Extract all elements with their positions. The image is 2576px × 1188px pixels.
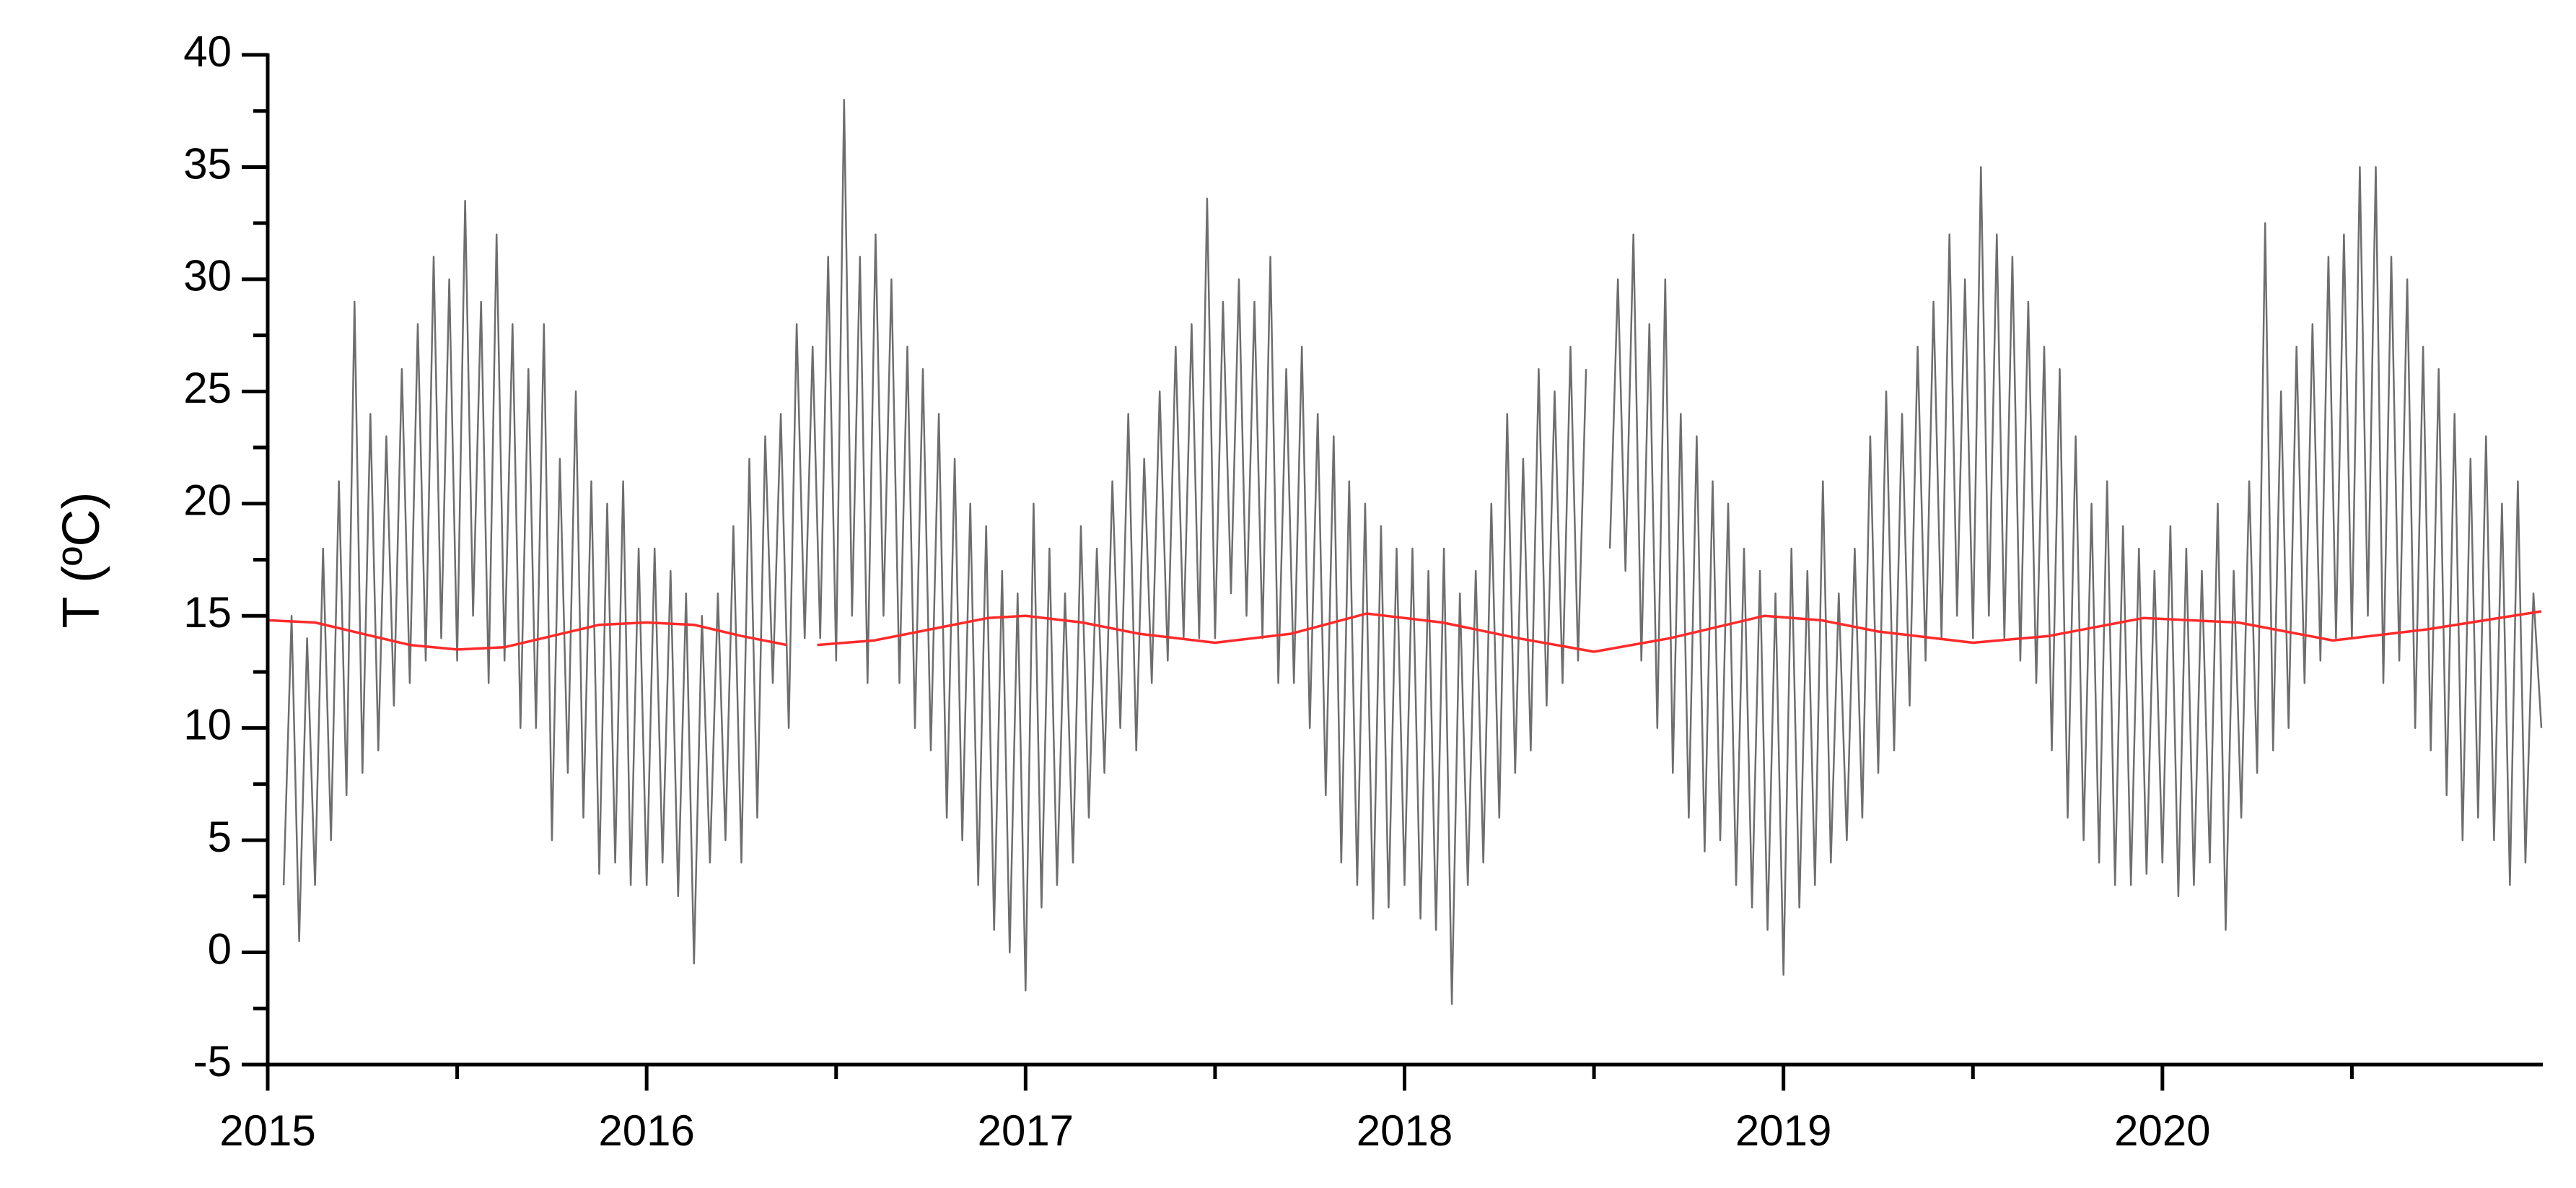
y-tick-label: 0 (208, 925, 232, 973)
y-tick-label: 15 (183, 588, 232, 637)
x-tick-label: 2018 (1357, 1106, 1453, 1155)
y-tick-label: 40 (183, 27, 232, 76)
y-tick-label: 30 (183, 252, 232, 300)
x-tick-label: 2019 (1735, 1106, 1831, 1155)
y-tick-label: 35 (183, 139, 232, 188)
y-tick-label: 5 (208, 813, 232, 861)
y-tick-label: -5 (193, 1037, 232, 1086)
x-tick-label: 2015 (219, 1106, 315, 1155)
x-tick-label: 2016 (598, 1106, 694, 1155)
data-line (282, 98, 2543, 1005)
y-tick-label: 10 (183, 701, 232, 749)
y-tick-label: 20 (183, 476, 232, 525)
data-line (267, 610, 2542, 653)
y-tick-label: 25 (183, 364, 232, 412)
x-tick-label: 2020 (2114, 1106, 2210, 1155)
y-axis-label: T (ºC) (53, 492, 110, 629)
x-tick-label: 2017 (978, 1106, 1074, 1155)
